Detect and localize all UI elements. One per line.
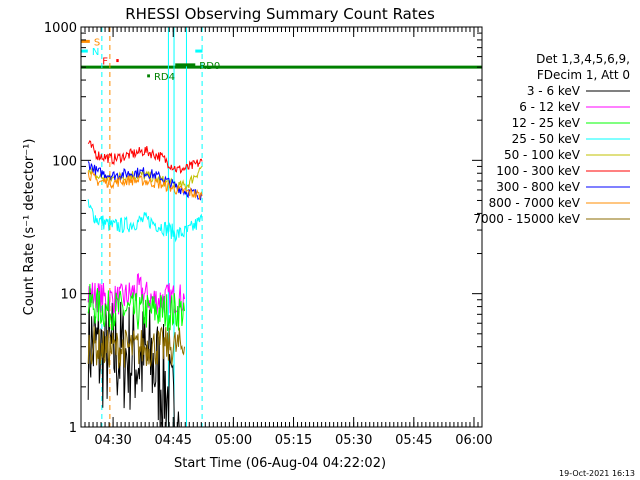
x-tick-label: 05:15 (275, 433, 312, 448)
y-axis-label: Count Rate (s⁻¹ detector⁻¹) (22, 139, 37, 316)
series-line-25-50-kev (87, 199, 203, 243)
legend-label-7000-15000-kev: 7000 - 15000 keV (473, 212, 580, 226)
y-tick-label: 1 (69, 421, 77, 436)
y-tick-label: 1000 (44, 21, 77, 36)
y-tick-label: 10 (60, 288, 77, 303)
series-line-7000-15000-kev (87, 326, 185, 369)
legend-header-line-1: Det 1,3,4,5,6,9, (536, 52, 630, 66)
annotation-label: RD4 (154, 72, 175, 83)
y-axis: 1 10 100 1000 (44, 21, 482, 436)
x-tick-label: 05:30 (335, 433, 372, 448)
x-tick-label: 04:45 (154, 433, 191, 448)
legend-header-line-2: FDecim 1, Att 0 (537, 68, 630, 82)
legend-label-12-25-kev: 12 - 25 keV (512, 116, 581, 130)
legend: Det 1,3,4,5,6,9, FDecim 1, Att 0 3 - 6 k… (473, 52, 630, 226)
x-axis-label: Start Time (06-Aug-04 04:22:02) (174, 456, 386, 471)
series-line-100-300-kev (87, 140, 203, 175)
annotation-label: S (94, 37, 100, 48)
x-axis: 04:30 04:45 05:00 05:15 05:30 05:45 06:00 (84, 27, 493, 448)
legend-label-50-100-kev: 50 - 100 keV (504, 148, 581, 162)
legend-label-25-50-kev: 25 - 50 keV (512, 132, 581, 146)
y-tick-label: 100 (52, 154, 77, 169)
x-tick-label: 05:45 (395, 433, 432, 448)
date-stamp: 19-Oct-2021 16:13 (559, 469, 635, 478)
x-tick-label: 06:00 (455, 433, 492, 448)
series-line-800-7000-kev (87, 170, 203, 200)
legend-label-300-800-kev: 300 - 800 keV (496, 180, 580, 194)
series-line-12-25-kev (87, 283, 185, 332)
annotation-label: F (102, 57, 108, 68)
plot-area: SNF RD0 RD4 (80, 27, 482, 428)
legend-label-800-7000-kev: 800 - 7000 keV (489, 196, 581, 210)
chart-title: RHESSI Observing Summary Count Rates (125, 5, 435, 23)
legend-label-100-300-kev: 100 - 300 keV (496, 164, 580, 178)
x-tick-label: 04:30 (94, 433, 131, 448)
legend-label-3-6-kev: 3 - 6 keV (527, 84, 581, 98)
x-tick-label: 05:00 (215, 433, 252, 448)
annotation-label: N (92, 47, 99, 58)
annotation-label: RD0 (199, 61, 220, 72)
legend-label-6-12-kev: 6 - 12 keV (519, 100, 581, 114)
